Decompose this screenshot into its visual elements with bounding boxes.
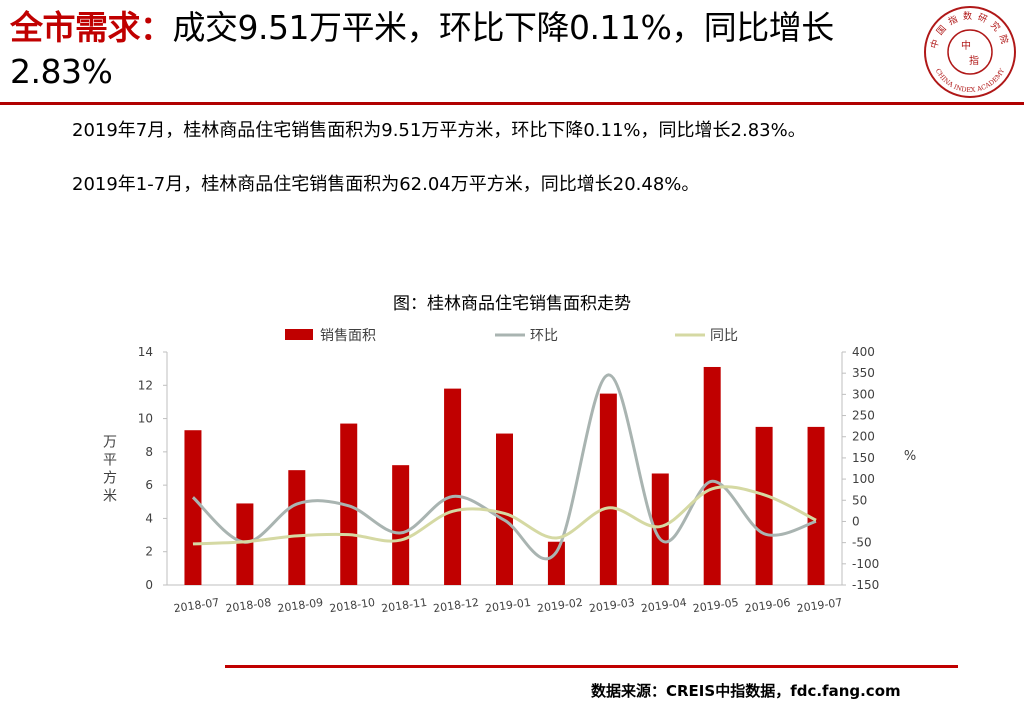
y-left-tick-label: 12 — [138, 378, 153, 392]
y-right-tick-label: 300 — [852, 387, 875, 401]
y-right-tick-label: 150 — [852, 451, 875, 465]
bar-2019-02 — [547, 541, 565, 585]
legend-swatch-sales — [285, 329, 313, 340]
x-tick-label: 2019-06 — [744, 596, 791, 615]
x-tick-label: 2018-10 — [329, 596, 376, 615]
bar-2018-08 — [236, 503, 254, 585]
bar-2019-04 — [651, 473, 669, 585]
y-left-tick-label: 8 — [145, 445, 153, 459]
logo-center-char-2: 指 — [969, 54, 979, 67]
y-right-tick-label: -50 — [852, 536, 872, 550]
bar-2018-12 — [444, 388, 462, 585]
chart-title: 图：桂林商品住宅销售面积走势 — [393, 294, 631, 314]
logo-center-char-1: 中 — [961, 39, 971, 52]
x-tick-label: 2018-08 — [225, 596, 272, 615]
footer-divider — [225, 665, 958, 668]
y-right-tick-label: -100 — [852, 557, 879, 571]
y-left-tick-label: 6 — [145, 478, 153, 492]
x-tick-label: 2019-01 — [484, 596, 531, 615]
x-tick-label: 2019-04 — [640, 596, 687, 615]
x-tick-label: 2018-11 — [381, 596, 428, 615]
y-right-tick-label: 350 — [852, 366, 875, 380]
x-tick-label: 2018-09 — [277, 596, 324, 615]
title-highlight: 全市需求： — [10, 8, 173, 47]
bar-2019-01 — [496, 433, 513, 585]
y-right-tick-label: 200 — [852, 430, 875, 444]
bar-2019-06 — [755, 426, 773, 585]
x-tick-label: 2019-05 — [692, 596, 739, 615]
data-source-note: 数据来源：CREIS中指数据，fdc.fang.com — [591, 682, 901, 700]
summary-paragraph-monthly: 2019年7月，桂林商品住宅销售面积为9.51万平方米，环比下降0.11%，同比… — [72, 120, 806, 141]
page-title: 全市需求：成交9.51万平米，环比下降0.11%，同比增长2.83% — [10, 6, 910, 94]
bar-2019-03 — [599, 393, 617, 585]
yoy-line — [192, 485, 817, 546]
bar-2018-07 — [184, 430, 202, 585]
bar-2018-09 — [288, 470, 306, 585]
title-text: 成交9.51万平米，环比下降0.11%，同比增长2.83% — [10, 8, 834, 91]
x-tick-label: 2019-07 — [796, 596, 843, 615]
sales-area-chart: 0 2 4 6 8 10 12 14 -150 -100 -50 0 50 100 150 200 250 300… — [103, 328, 916, 615]
bar-2019-07 — [807, 426, 825, 585]
x-tick-label: 2019-02 — [536, 596, 583, 615]
y-left-tick-label: 4 — [145, 511, 153, 525]
legend-label: 环比 — [530, 328, 558, 344]
y-left-tick-label: 10 — [138, 412, 153, 426]
y-left-tick-label: 14 — [138, 345, 153, 359]
header-divider — [0, 102, 1024, 105]
mom-line — [191, 373, 817, 561]
bar-2018-11 — [392, 465, 410, 585]
x-tick-label: 2019-03 — [588, 596, 635, 615]
x-tick-label: 2018-07 — [173, 596, 220, 615]
y-left-tick-label: 0 — [145, 578, 153, 592]
y-right-tick-label: 250 — [852, 409, 875, 423]
bar-2019-05 — [703, 366, 721, 585]
y2-axis-label: % — [904, 449, 916, 464]
legend-label: 同比 — [710, 328, 738, 344]
y-right-tick-label: 400 — [852, 345, 875, 359]
summary-paragraph-ytd: 2019年1-7月，桂林商品住宅销售面积为62.04万平方米，同比增长20.48… — [72, 174, 700, 195]
china-index-academy-logo: 中国指数研究院 CHINA INDEX ACADEMY 中 指 — [924, 6, 1016, 98]
y-left-tick-label: 2 — [145, 545, 153, 559]
x-tick-label: 2018-12 — [432, 596, 479, 615]
legend-label: 销售面积 — [320, 328, 376, 344]
y-right-tick-label: 0 — [852, 514, 860, 528]
y-right-tick-label: 100 — [852, 472, 875, 486]
y-right-tick-label: 50 — [852, 493, 867, 507]
y-right-tick-label: -150 — [852, 578, 879, 592]
y-axis-label: 万平方米 — [103, 435, 117, 505]
